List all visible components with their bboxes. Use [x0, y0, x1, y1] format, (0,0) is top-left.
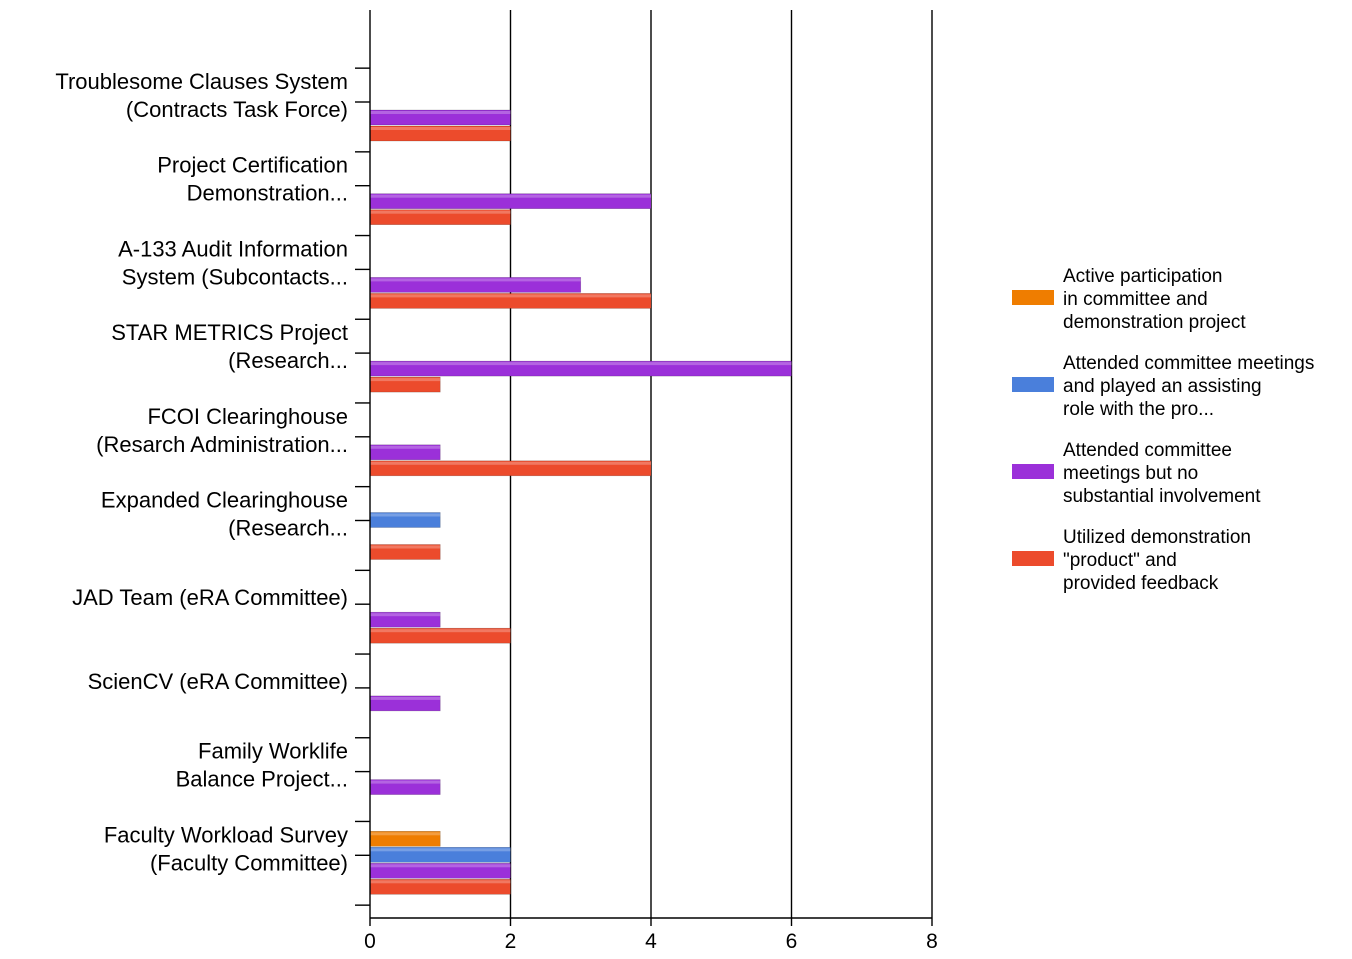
category-label-line: A-133 Audit Information: [118, 236, 348, 261]
x-tick-label: 4: [645, 930, 657, 953]
bar-highlight: [370, 278, 581, 282]
bar-highlight: [370, 880, 511, 884]
bar-highlight: [370, 127, 511, 130]
axes: [355, 10, 933, 926]
legend-label-line: substantial involvement: [1063, 486, 1261, 507]
category-label-line: Project Certification: [157, 153, 348, 178]
bar-highlight: [370, 613, 441, 617]
category-label-line: (Faculty Committee): [150, 850, 348, 875]
legend-label-line: "product" and: [1063, 550, 1177, 571]
bar-highlight: [370, 294, 651, 298]
legend-item[interactable]: Attended committee meetings but no substan…: [1012, 440, 1261, 507]
legend-label-line: provided feedback: [1063, 573, 1219, 594]
legend-label-line: in committee and: [1063, 289, 1208, 310]
category-label: FCOI Clearinghouse (Resarch Administratio…: [96, 404, 348, 457]
legend-label-line: Attended committee meetings: [1063, 353, 1314, 374]
x-tick-label: 0: [364, 930, 376, 953]
legend-label: Utilized demonstration "product" and provi…: [1063, 527, 1251, 594]
bar-highlight: [370, 362, 792, 366]
category-label-line: (Contracts Task Force): [126, 97, 348, 122]
category-label: A-133 Audit Information System (Subcontac…: [118, 236, 348, 289]
legend-label-line: Active participation: [1063, 266, 1222, 287]
bar-highlight: [370, 210, 511, 214]
category-label-line: System (Subcontacts...: [122, 264, 348, 289]
legend-label-line: role with the pro...: [1063, 399, 1214, 420]
category-label-line: ScienCV (eRA Committee): [88, 669, 348, 694]
category-label: Troublesome Clauses System (Contracts Tas…: [55, 69, 348, 122]
category-label: STAR METRICS Project (Research...: [111, 320, 348, 373]
x-tick-label: 2: [505, 930, 517, 953]
category-label-line: Troublesome Clauses System: [55, 69, 348, 94]
legend-label-line: demonstration project: [1063, 312, 1246, 333]
category-label-line: JAD Team (eRA Committee): [72, 585, 348, 610]
legend[interactable]: Active participation in committee and demo…: [1012, 266, 1314, 594]
bar-highlight: [370, 696, 441, 700]
bar-highlight: [370, 194, 651, 198]
category-label-line: Expanded Clearinghouse: [101, 488, 348, 513]
legend-swatch: [1012, 290, 1054, 305]
bar-highlight: [370, 111, 511, 114]
legend-label-line: and played an assisting: [1063, 376, 1262, 397]
legend-label-line: Utilized demonstration: [1063, 527, 1251, 548]
legend-label-line: Attended committee: [1063, 440, 1232, 461]
legend-label-line: meetings but no: [1063, 463, 1198, 484]
legend-swatch: [1012, 377, 1054, 392]
bar-highlight: [370, 629, 511, 633]
category-label-line: STAR METRICS Project: [111, 320, 348, 345]
category-label-line: Demonstration...: [187, 181, 348, 206]
category-label: JAD Team (eRA Committee): [72, 585, 348, 610]
legend-item[interactable]: Active participation in committee and demo…: [1012, 266, 1246, 333]
category-label: ScienCV (eRA Committee): [88, 669, 348, 694]
category-label: Project Certification Demonstration...: [157, 153, 348, 206]
x-tick-labels: 0 2 4 6 8: [364, 930, 938, 953]
legend-item[interactable]: Attended committee meetings and played an…: [1012, 353, 1314, 420]
legend-label: Attended committee meetings but no substan…: [1063, 440, 1261, 507]
bars: [369, 109, 792, 895]
bar-highlight: [370, 445, 441, 449]
bar-highlight: [370, 832, 441, 836]
bar-highlight: [370, 848, 511, 852]
category-label-line: Faculty Workload Survey: [104, 822, 348, 847]
bar-highlight: [370, 780, 441, 784]
category-label-line: (Research...: [228, 348, 348, 373]
bar-highlight: [370, 545, 441, 549]
bar-highlight: [370, 378, 441, 382]
legend-label: Active participation in committee and demo…: [1063, 266, 1246, 333]
category-labels: Troublesome Clauses System (Contracts Tas…: [55, 69, 348, 875]
category-label-line: (Resarch Administration...: [96, 432, 348, 457]
category-label: Expanded Clearinghouse (Research...: [101, 488, 348, 541]
category-label-line: Family Worklife: [198, 739, 348, 764]
bar-highlight: [370, 461, 651, 465]
x-tick-label: 8: [926, 930, 938, 953]
category-label-line: Balance Project...: [176, 767, 348, 792]
legend-item[interactable]: Utilized demonstration "product" and provi…: [1012, 527, 1251, 594]
category-label: Faculty Workload Survey (Faculty Committe…: [104, 822, 348, 875]
legend-swatch: [1012, 464, 1054, 479]
category-label: Family Worklife Balance Project...: [176, 739, 348, 792]
category-label-line: (Research...: [228, 516, 348, 541]
bar-highlight: [370, 513, 441, 517]
legend-swatch: [1012, 551, 1054, 566]
legend-label: Attended committee meetings and played an…: [1063, 353, 1314, 420]
category-label-line: FCOI Clearinghouse: [147, 404, 348, 429]
x-tick-label: 6: [786, 930, 798, 953]
bar-highlight: [370, 864, 511, 868]
